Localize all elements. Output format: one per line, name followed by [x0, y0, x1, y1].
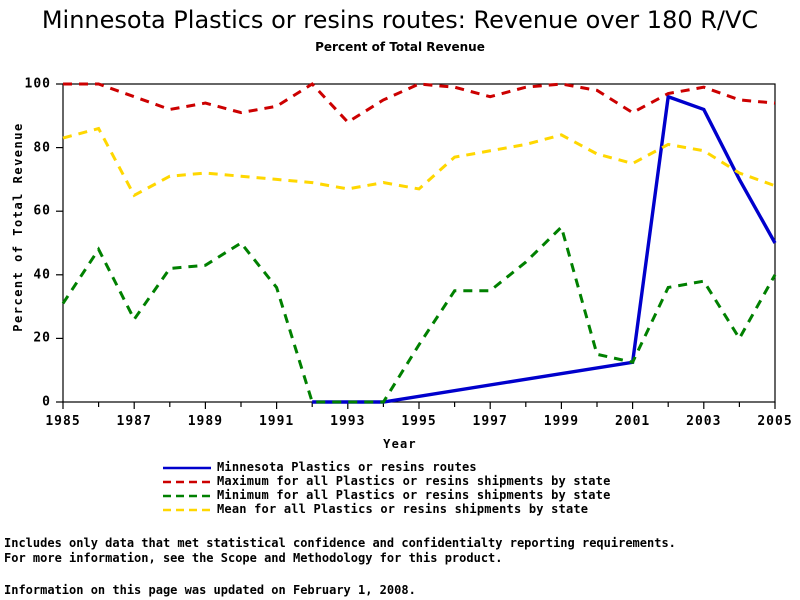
legend-item: Mean for all Plastics or resins shipment…	[163, 502, 633, 516]
footnote-line-2: For more information, see the Scope and …	[4, 551, 503, 565]
legend-label: Mean for all Plastics or resins shipment…	[217, 502, 589, 516]
footnote-line-1: Includes only data that met statistical …	[4, 536, 676, 550]
legend-swatch-icon	[163, 502, 211, 516]
y-tick-label: 40	[33, 267, 51, 283]
x-tick-label: 1989	[187, 414, 224, 429]
x-tick-label: 2001	[614, 414, 651, 429]
legend-item: Maximum for all Plastics or resins shipm…	[163, 474, 633, 488]
legend-swatch-icon	[163, 460, 211, 474]
x-tick-label: 1985	[45, 414, 81, 429]
series-line-2	[61, 224, 777, 404]
x-tick-label: 1995	[401, 414, 437, 429]
series-line-0	[312, 94, 777, 404]
x-tick-label: 2005	[757, 414, 793, 429]
legend-label: Minimum for all Plastics or resins shipm…	[217, 488, 611, 502]
x-axis-label: Year	[383, 437, 417, 451]
y-tick-label: 60	[33, 203, 51, 219]
plot-area: 0 20 40 60 80 100 1985 1987 1989 1991 1993 1995 199…	[0, 60, 800, 430]
legend-label: Minnesota Plastics or resins routes	[217, 460, 477, 474]
chart-legend: Minnesota Plastics or resins routes Maxim…	[163, 460, 633, 516]
x-tick-label: 1999	[543, 414, 580, 429]
legend-label: Maximum for all Plastics or resins shipm…	[217, 474, 611, 488]
x-tick-label: 2003	[686, 414, 722, 429]
legend-item: Minimum for all Plastics or resins shipm…	[163, 488, 633, 502]
y-tick-label: 80	[33, 140, 51, 156]
y-tick-label: 20	[33, 330, 51, 346]
plot-frame	[62, 83, 776, 403]
x-tick-label: 1991	[258, 414, 295, 429]
page-title: Minnesota Plastics or resins routes: Rev…	[41, 6, 759, 34]
footnote-line-3: Information on this page was updated on …	[4, 583, 416, 597]
series-line-1	[63, 82, 776, 125]
legend-swatch-icon	[163, 474, 211, 488]
x-tick-label: 1993	[330, 414, 366, 429]
legend-item: Minnesota Plastics or resins routes	[163, 460, 633, 474]
x-tick-label: 1997	[472, 414, 508, 429]
y-tick-label: 100	[24, 76, 51, 92]
y-axis-label: Percent of Total Revenue	[11, 122, 25, 332]
y-tick-label: 0	[42, 394, 51, 410]
line-chart	[56, 82, 777, 409]
x-tick-label: 1987	[116, 414, 152, 429]
series-line-3	[62, 126, 776, 198]
chart-subtitle: Percent of Total Revenue	[315, 40, 485, 54]
legend-swatch-icon	[163, 488, 211, 502]
